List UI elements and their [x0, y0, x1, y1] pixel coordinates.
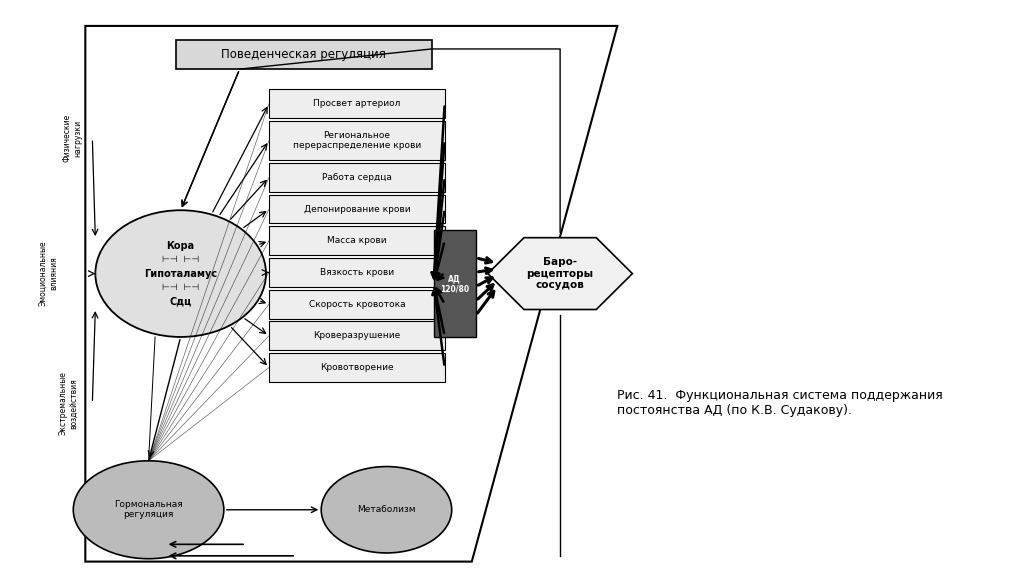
Text: Гипоталамус: Гипоталамус	[144, 268, 217, 279]
Text: Метаболизм: Метаболизм	[357, 505, 416, 514]
Polygon shape	[487, 238, 633, 309]
Bar	[269, 226, 444, 255]
Bar	[433, 230, 476, 337]
Bar	[269, 163, 444, 192]
Text: Региональное
перераспределение крови: Региональное перераспределение крови	[293, 131, 421, 150]
Text: ⊢⊣  ⊢⊣: ⊢⊣ ⊢⊣	[162, 283, 200, 292]
Text: Эмоциональные
влияния: Эмоциональные влияния	[39, 241, 58, 306]
Text: Масса крови: Масса крови	[327, 236, 387, 245]
Bar	[176, 40, 432, 69]
Text: Работа сердца: Работа сердца	[322, 173, 392, 182]
Ellipse shape	[95, 210, 266, 337]
Ellipse shape	[322, 467, 452, 553]
Text: Сдц: Сдц	[170, 297, 191, 306]
Bar	[269, 89, 444, 118]
Text: Депонирование крови: Депонирование крови	[303, 204, 411, 214]
Text: Вязкость крови: Вязкость крови	[319, 268, 394, 277]
Text: Рис. 41.  Функциональная система поддержания
постоянства АД (по К.В. Судакову).: Рис. 41. Функциональная система поддержа…	[617, 389, 943, 417]
Bar	[269, 195, 444, 223]
Text: Кроверазрушение: Кроверазрушение	[313, 331, 400, 340]
Bar	[269, 258, 444, 287]
Text: ⊢⊣  ⊢⊣: ⊢⊣ ⊢⊣	[162, 255, 200, 264]
Text: Скорость кровотока: Скорость кровотока	[308, 300, 406, 309]
Text: Баро-
рецепторы
сосудов: Баро- рецепторы сосудов	[526, 257, 594, 290]
Bar	[269, 290, 444, 319]
Text: Физические
нагрузки: Физические нагрузки	[62, 114, 82, 162]
Bar	[269, 321, 444, 350]
Bar	[269, 353, 444, 382]
Text: Кора: Кора	[167, 241, 195, 251]
Ellipse shape	[74, 461, 224, 559]
Text: Гормональная
регуляция: Гормональная регуляция	[115, 500, 183, 520]
Text: Поведенческая регуляция: Поведенческая регуляция	[221, 48, 386, 61]
Text: Просвет артериол: Просвет артериол	[313, 99, 400, 108]
Bar	[269, 121, 444, 160]
Text: Кровотворение: Кровотворение	[321, 363, 393, 372]
Text: Экстремальные
воздействия: Экстремальные воздействия	[58, 372, 78, 435]
Text: АД
120/80: АД 120/80	[440, 274, 469, 293]
Polygon shape	[85, 26, 617, 562]
